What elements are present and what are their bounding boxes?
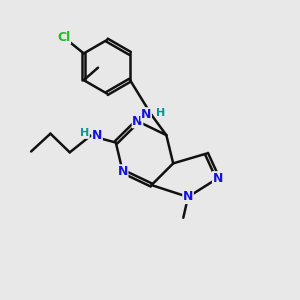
Text: N: N xyxy=(118,165,128,178)
Text: N: N xyxy=(183,190,193,203)
Text: N: N xyxy=(213,172,223,185)
Text: H: H xyxy=(156,108,166,118)
Text: N: N xyxy=(92,129,102,142)
Text: Cl: Cl xyxy=(57,31,70,44)
Text: N: N xyxy=(132,115,143,128)
Text: N: N xyxy=(141,108,151,121)
Text: H: H xyxy=(80,128,89,138)
